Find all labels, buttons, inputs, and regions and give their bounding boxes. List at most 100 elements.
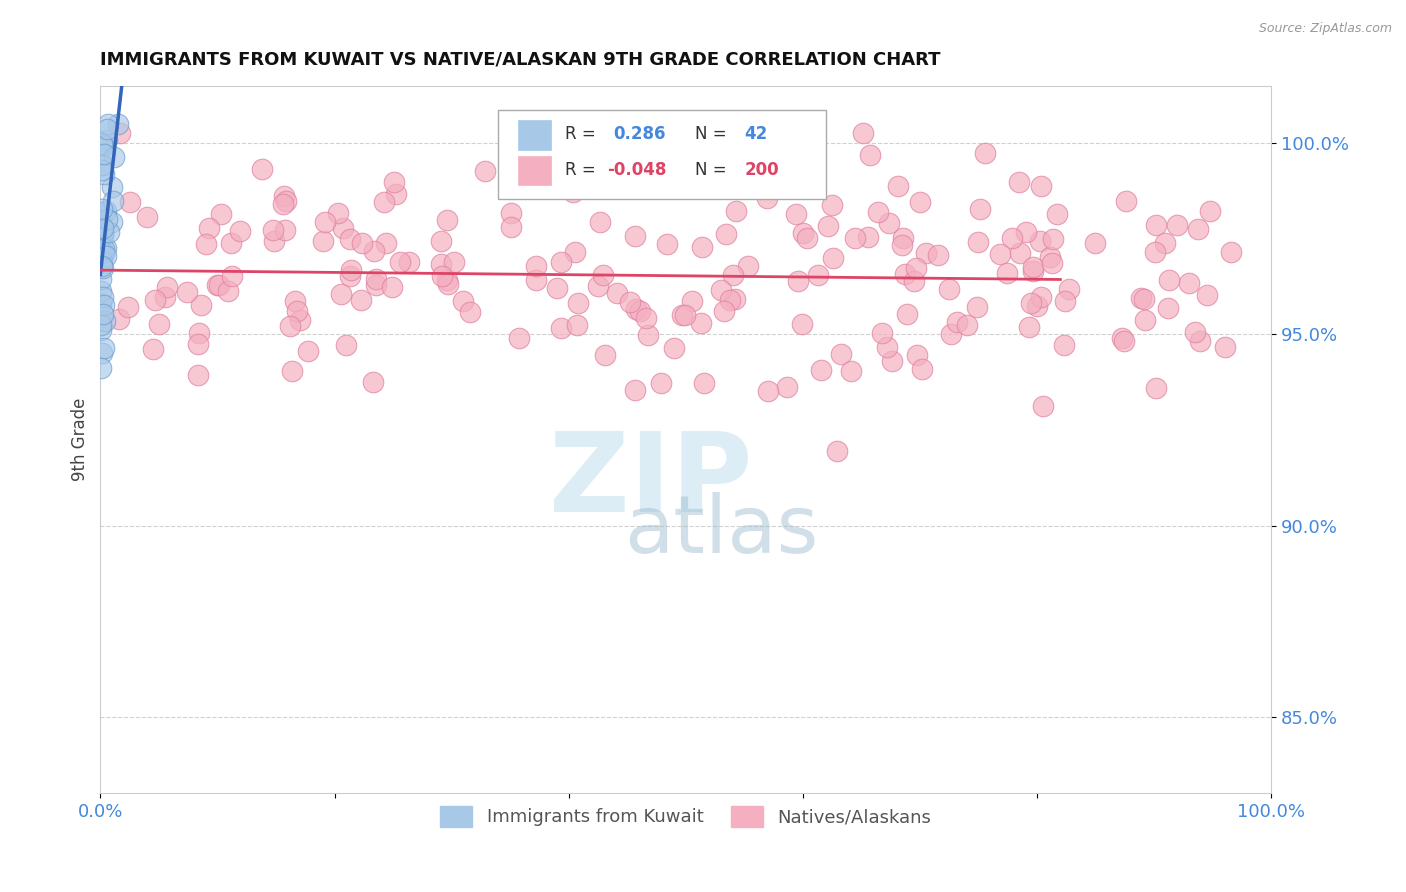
Point — [995, 266, 1018, 280]
Point — [792, 226, 814, 240]
Point — [567, 318, 589, 333]
Point — [285, 303, 308, 318]
Point — [1008, 175, 1031, 189]
Text: R =: R = — [565, 126, 596, 144]
Point — [776, 380, 799, 394]
Point — [1025, 299, 1047, 313]
Point — [1195, 288, 1218, 302]
Legend: Immigrants from Kuwait, Natives/Alaskans: Immigrants from Kuwait, Natives/Alaskans — [433, 798, 939, 834]
Point — [839, 364, 862, 378]
Y-axis label: 9th Grade: 9th Grade — [72, 398, 89, 481]
Point — [1022, 260, 1045, 274]
Point — [893, 267, 915, 281]
Point — [90, 284, 112, 298]
Point — [1018, 319, 1040, 334]
Point — [588, 279, 610, 293]
Text: R =: R = — [565, 161, 596, 178]
Point — [724, 203, 747, 218]
Point — [381, 280, 404, 294]
Point — [896, 307, 918, 321]
Point — [592, 268, 614, 283]
Point — [93, 246, 115, 260]
Point — [787, 274, 810, 288]
Point — [350, 235, 373, 250]
Point — [297, 344, 319, 359]
Point — [208, 278, 231, 293]
Point — [790, 317, 813, 331]
Point — [281, 364, 304, 378]
Point — [101, 194, 124, 209]
Point — [904, 260, 927, 275]
Point — [274, 223, 297, 237]
Point — [1029, 234, 1052, 248]
Point — [966, 300, 988, 314]
Point — [807, 268, 830, 282]
Point — [217, 284, 239, 298]
Point — [956, 318, 979, 333]
Point — [91, 226, 114, 240]
Point — [209, 207, 232, 221]
Point — [508, 331, 530, 345]
Point — [1111, 331, 1133, 345]
Point — [93, 167, 115, 181]
Point — [389, 255, 412, 269]
Point — [273, 189, 295, 203]
Point — [143, 293, 166, 307]
Point — [93, 242, 115, 256]
Point — [671, 308, 693, 322]
Point — [1115, 194, 1137, 208]
Point — [877, 216, 900, 230]
Point — [107, 117, 129, 131]
Point — [499, 205, 522, 219]
Point — [564, 244, 586, 259]
Point — [1001, 231, 1024, 245]
Point — [628, 303, 651, 318]
Point — [91, 163, 114, 178]
Point — [271, 197, 294, 211]
Point — [1010, 245, 1032, 260]
Point — [945, 315, 967, 329]
Point — [859, 148, 882, 162]
Point — [911, 361, 934, 376]
Point — [690, 316, 713, 330]
Point — [207, 277, 229, 292]
Point — [1154, 235, 1177, 250]
Point — [673, 309, 696, 323]
Point — [1166, 219, 1188, 233]
Text: atlas: atlas — [624, 492, 818, 571]
Point — [1157, 273, 1180, 287]
Point — [619, 294, 641, 309]
Point — [693, 376, 716, 391]
Point — [524, 273, 547, 287]
Point — [250, 162, 273, 177]
Point — [460, 305, 482, 319]
Point — [93, 147, 115, 161]
Point — [690, 240, 713, 254]
Point — [524, 260, 547, 274]
Point — [366, 272, 388, 286]
Bar — [519, 155, 551, 186]
Point — [1177, 277, 1199, 291]
Point — [153, 290, 176, 304]
Point — [91, 158, 114, 172]
Point — [905, 348, 928, 362]
Point — [176, 285, 198, 300]
Point — [1019, 295, 1042, 310]
Point — [382, 175, 405, 189]
Point — [1133, 292, 1156, 306]
Point — [108, 311, 131, 326]
Point — [823, 251, 845, 265]
Point — [339, 263, 361, 277]
Point — [335, 338, 357, 352]
Point — [891, 237, 914, 252]
Point — [844, 231, 866, 245]
Point — [710, 283, 733, 297]
Point — [915, 246, 938, 260]
Point — [1112, 334, 1135, 348]
Point — [90, 361, 112, 376]
Point — [311, 235, 333, 249]
Point — [830, 346, 852, 360]
Point — [221, 268, 243, 283]
Point — [1031, 290, 1053, 304]
Point — [1144, 381, 1167, 395]
